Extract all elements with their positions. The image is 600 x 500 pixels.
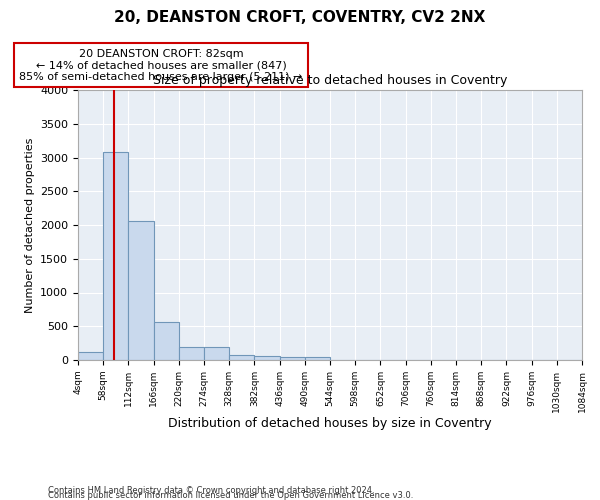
- Text: Contains public sector information licensed under the Open Government Licence v3: Contains public sector information licen…: [48, 490, 413, 500]
- Title: Size of property relative to detached houses in Coventry: Size of property relative to detached ho…: [153, 74, 507, 88]
- Bar: [305, 356, 330, 360]
- Bar: [254, 356, 280, 360]
- Y-axis label: Number of detached properties: Number of detached properties: [25, 138, 35, 312]
- Bar: [204, 347, 229, 360]
- Bar: [280, 356, 305, 360]
- Text: Contains HM Land Registry data © Crown copyright and database right 2024.: Contains HM Land Registry data © Crown c…: [48, 486, 374, 495]
- Bar: [154, 322, 179, 360]
- Text: 20 DEANSTON CROFT: 82sqm
← 14% of detached houses are smaller (847)
85% of semi-: 20 DEANSTON CROFT: 82sqm ← 14% of detach…: [19, 48, 303, 82]
- Bar: [179, 347, 204, 360]
- X-axis label: Distribution of detached houses by size in Coventry: Distribution of detached houses by size …: [168, 418, 492, 430]
- Bar: [128, 221, 154, 360]
- Bar: [78, 352, 103, 360]
- Bar: [103, 152, 128, 360]
- Bar: [229, 355, 254, 360]
- Text: 20, DEANSTON CROFT, COVENTRY, CV2 2NX: 20, DEANSTON CROFT, COVENTRY, CV2 2NX: [115, 10, 485, 25]
